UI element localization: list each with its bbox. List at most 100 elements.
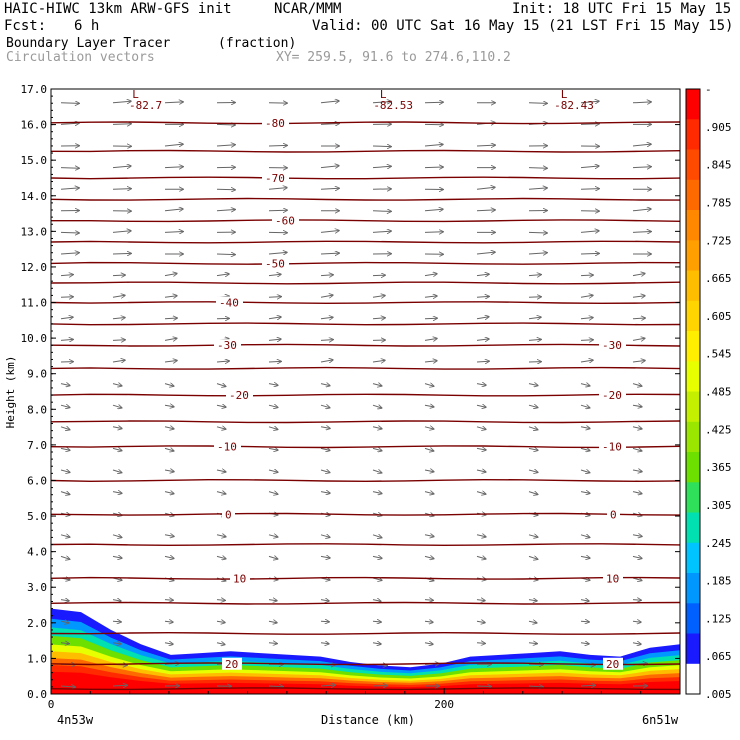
- contour-label-bg: [262, 171, 289, 184]
- vector-arrow: [424, 492, 434, 494]
- contour-line: [51, 121, 680, 125]
- y-tick-label: 11.0: [21, 297, 48, 310]
- vector-arrow: [580, 600, 589, 602]
- vector-arrow: [268, 317, 281, 319]
- contour-line: [51, 687, 680, 691]
- colorbar-swatch: [686, 270, 700, 302]
- colorbar-swatch: [686, 89, 700, 120]
- contour-line: [51, 261, 680, 265]
- contour-line: [51, 662, 680, 666]
- y-tick-label: 4.0: [27, 546, 47, 559]
- y-tick-label: 8.0: [27, 403, 47, 416]
- contour-line: [51, 240, 680, 244]
- vector-arrow: [632, 643, 641, 644]
- vector-arrow: [320, 124, 339, 125]
- y-tick-label: 9.0: [27, 368, 47, 381]
- vector-arrow: [268, 643, 277, 644]
- colorbar-label: .065: [705, 650, 732, 663]
- vector-arrow: [164, 338, 177, 340]
- colorbar-swatch: [686, 179, 700, 211]
- contour-line: [51, 343, 680, 347]
- contour-line: [51, 445, 680, 449]
- vector-arrow: [632, 600, 641, 601]
- contour-label-right: 0: [610, 508, 617, 521]
- vector-arrow: [268, 448, 278, 450]
- vector-arrow: [268, 686, 283, 687]
- colorbar-label: .305: [705, 499, 732, 512]
- vector-arrow: [216, 427, 226, 429]
- vector-arrow: [216, 643, 225, 645]
- vector-arrow: [164, 556, 174, 558]
- y-tick-label: 12.0: [21, 261, 48, 274]
- contour-line: [51, 576, 680, 580]
- x-end-label-left: 4n53w: [57, 713, 94, 727]
- contour-label-bg: [599, 339, 626, 352]
- y-axis-label: Height (km): [4, 356, 17, 429]
- vector-arrow: [424, 144, 443, 146]
- vector-arrow: [476, 274, 489, 276]
- vector-arrow: [268, 188, 287, 190]
- contour-label-right: -20: [602, 389, 622, 402]
- y-tick-label: 14.0: [21, 190, 48, 203]
- vector-arrow: [320, 340, 333, 341]
- vector-arrow: [216, 535, 226, 537]
- colorbar-label: .125: [705, 612, 732, 625]
- colorbar-label: .485: [705, 386, 732, 399]
- colorbar-swatch: [686, 573, 700, 604]
- vector-arrow: [632, 102, 651, 103]
- colorbar-swatch: [686, 240, 700, 272]
- vector-arrow: [580, 556, 590, 558]
- vector-arrow: [632, 535, 642, 537]
- vector-arrow: [528, 275, 541, 276]
- vector-arrow: [580, 492, 590, 494]
- fcst-label: Fcst:: [4, 18, 47, 34]
- vector-arrow: [320, 275, 333, 276]
- vector-arrow: [60, 448, 70, 450]
- axes: 0.0 1.0 2.0 3.0 4.0 5.0 6.0 7.0 8.0 9.0 10.0 11.0 12…: [21, 83, 681, 727]
- vector-arrow: [476, 317, 489, 319]
- vector-arrow: [372, 318, 385, 319]
- vector-arrow: [424, 405, 434, 407]
- vector-arrow: [476, 210, 495, 211]
- vector-arrow: [320, 535, 330, 538]
- vector-arrow: [320, 470, 330, 473]
- contour-line: [51, 149, 680, 153]
- vector-arrow: [320, 166, 339, 168]
- vector-arrow: [580, 685, 595, 686]
- vector-arrow: [268, 297, 281, 298]
- contour-label-bg: [607, 508, 620, 521]
- low-marker-l: L: [380, 88, 387, 101]
- contour-label: -60: [275, 215, 295, 228]
- vector-arrow: [60, 168, 79, 169]
- vector-arrow: [320, 405, 330, 408]
- vector-arrow: [268, 621, 277, 623]
- vector-arrow: [112, 360, 125, 362]
- contour-label: -10: [217, 441, 237, 454]
- vector-arrow: [528, 384, 538, 386]
- y-tick-label: 6.0: [27, 474, 47, 487]
- vector-arrow: [268, 361, 281, 362]
- y-tick-label: 17.0: [21, 83, 48, 96]
- vector-arrow: [164, 600, 173, 601]
- vector-arrow: [216, 600, 225, 601]
- colorbar-swatch: [686, 210, 700, 241]
- vector-arrow: [112, 189, 131, 190]
- colorbar-swatch: [686, 603, 700, 635]
- vector-arrow: [424, 209, 443, 211]
- x-tick-label: 200: [434, 698, 454, 711]
- vector-arrow: [164, 535, 174, 537]
- vector-arrow: [476, 621, 485, 622]
- vector-arrow: [112, 318, 125, 319]
- vector-arrow: [632, 144, 651, 146]
- vector-arrow: [372, 405, 382, 408]
- vector-arrow: [528, 317, 541, 319]
- contour-label: 20: [225, 658, 238, 671]
- vector-arrow: [424, 296, 437, 297]
- vector-arrow: [476, 470, 486, 472]
- vector-arrow: [60, 643, 69, 644]
- colorbar-label: .845: [705, 159, 732, 172]
- contour-label: -30: [217, 339, 237, 352]
- colorbar-label: .785: [705, 196, 732, 209]
- contour-label-bg: [599, 440, 626, 453]
- vector-arrow: [580, 643, 589, 644]
